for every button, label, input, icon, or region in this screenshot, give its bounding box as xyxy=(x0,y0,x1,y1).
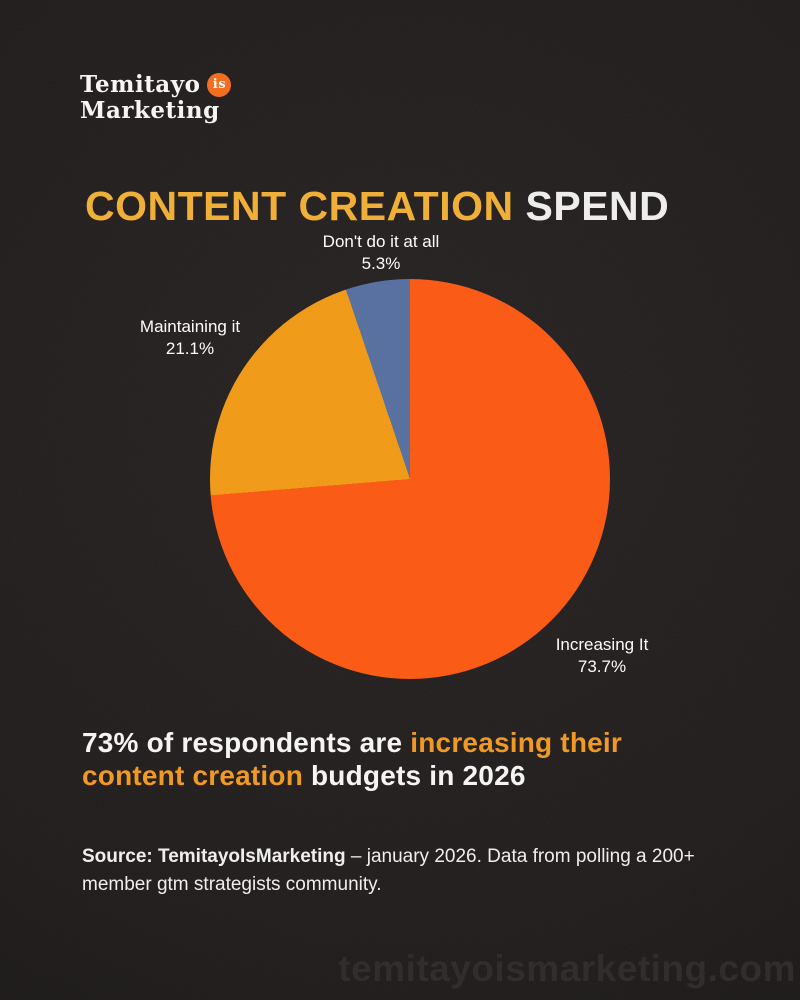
pie-label-increasing-text: Increasing It xyxy=(555,635,649,654)
pie-label-increasing-value: 73.7% xyxy=(577,657,627,677)
pie-label-maintaining: Maintaining it 21.1% xyxy=(80,316,300,360)
source-note: Source: TemitayoIsMarketing – january 20… xyxy=(82,843,707,899)
pie-label-dont-do-it: Don't do it at all 5.3% xyxy=(271,231,491,275)
pie-label-increasing: Increasing It 73.7% xyxy=(492,634,712,678)
brand-name-top: Temitayo xyxy=(80,71,201,98)
brand-logo: Temitayo is Marketing xyxy=(80,71,232,124)
title-rest: SPEND xyxy=(513,183,670,229)
brand-line-1: Temitayo is xyxy=(80,71,232,98)
brand-is-badge-icon: is xyxy=(207,73,232,97)
page-title: CONTENT CREATION SPEND xyxy=(85,183,745,230)
headline-part2: budgets in 2026 xyxy=(303,760,526,791)
watermark-url: temitayoismarketing.com xyxy=(338,948,796,989)
pie-label-maintaining-text: Maintaining it xyxy=(139,317,241,336)
brand-name-bottom: Marketing xyxy=(80,97,220,124)
source-note-bold: Source: TemitayoIsMarketing xyxy=(82,846,346,867)
pie-label-maintaining-value: 21.1% xyxy=(165,339,215,359)
headline: 73% of respondents are increasing their … xyxy=(82,726,727,792)
title-accent: CONTENT CREATION xyxy=(85,183,514,229)
pie-label-dont-do-it-text: Don't do it at all xyxy=(322,232,440,251)
headline-part1: 73% of respondents are xyxy=(82,727,411,758)
pie-label-dont-do-it-value: 5.3% xyxy=(361,254,401,274)
